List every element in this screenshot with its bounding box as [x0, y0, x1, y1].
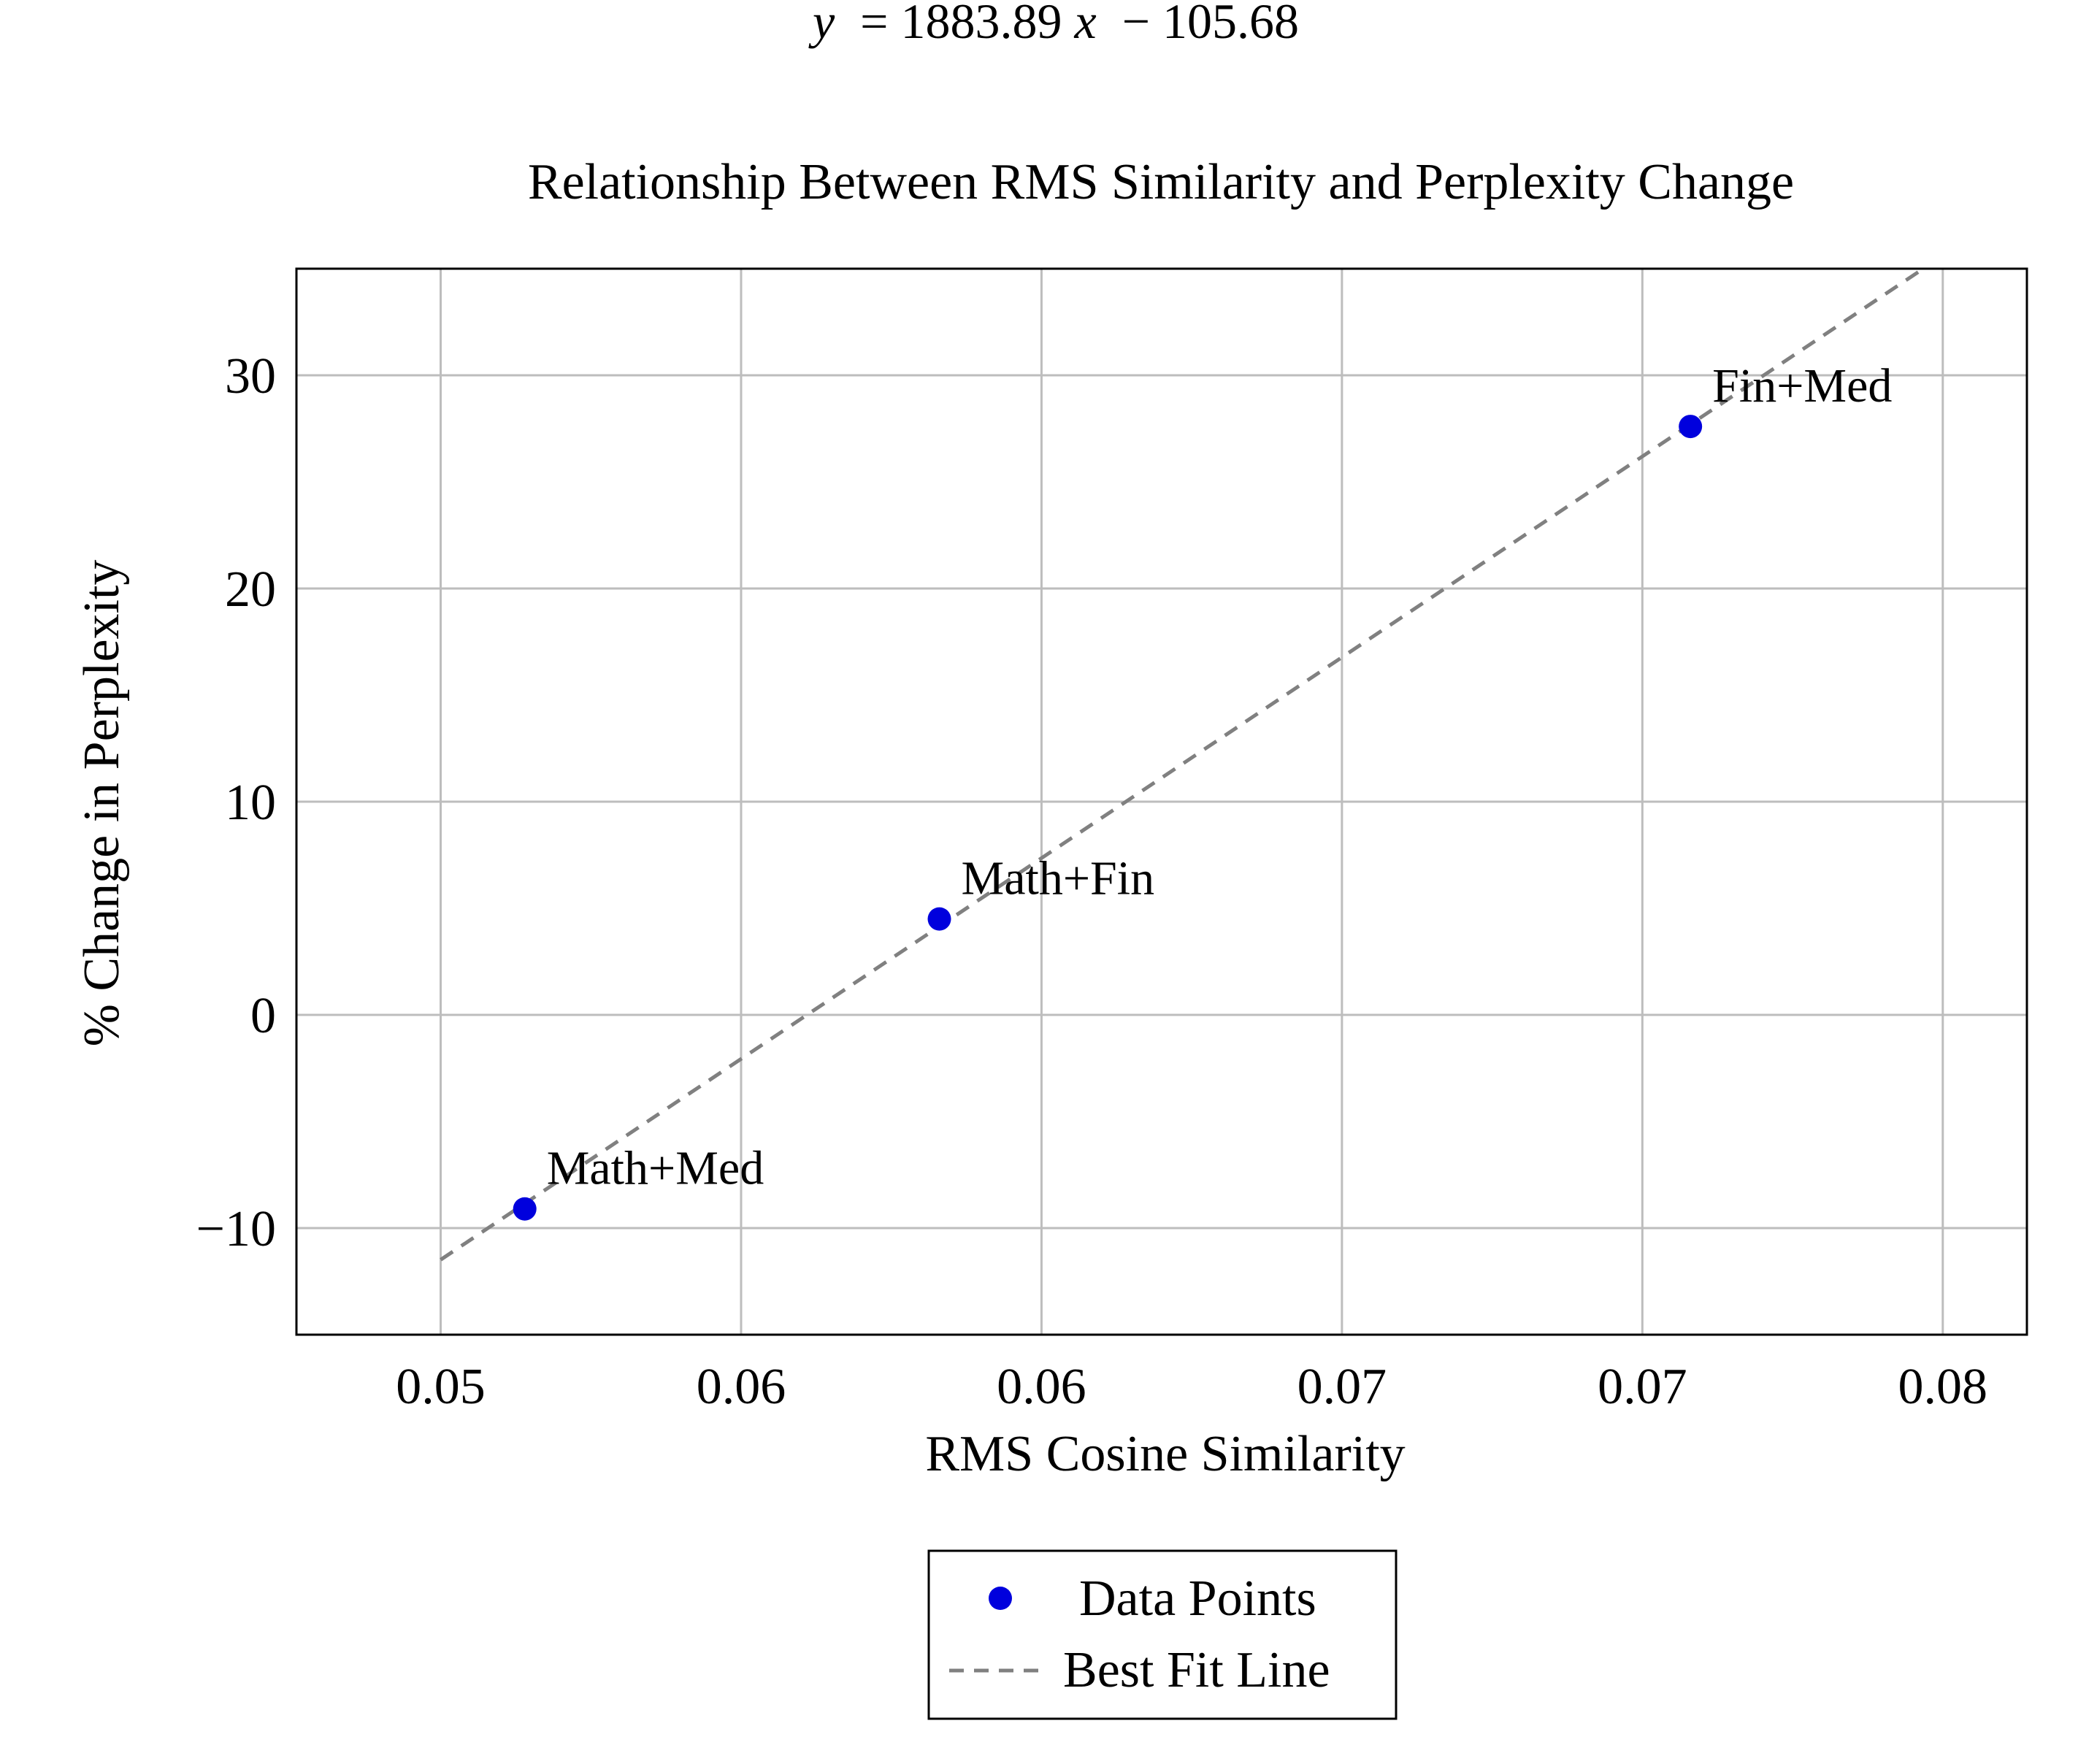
- data-point-label: Math+Med: [547, 1142, 764, 1195]
- data-points-group: Math+Med Math+Fin Fin+Med: [513, 359, 1892, 1221]
- grid: [296, 269, 2027, 1335]
- data-point: [1679, 415, 1703, 439]
- x-tick-label: 0.07: [1598, 1359, 1687, 1415]
- y-tick-label: 20: [225, 561, 276, 618]
- x-tick-label: 0.07: [1297, 1359, 1387, 1415]
- legend: Data Points Best Fit Line: [927, 1549, 1398, 1720]
- best-fit-line: [440, 266, 1925, 1262]
- x-tick-label: 0.08: [1898, 1359, 1988, 1415]
- plot-area-frame: [295, 267, 2028, 1336]
- y-tick-label: 30: [225, 348, 276, 404]
- x-axis-label: RMS Cosine Similarity: [925, 1426, 1405, 1482]
- data-point-label: Fin+Med: [1712, 359, 1892, 413]
- data-point-label: Math+Fin: [962, 852, 1155, 905]
- best-fit-line-group: [440, 266, 1925, 1262]
- tick-labels: 0.05 0.06 0.06 0.07 0.07 0.08 −10 0 10 20 30: [196, 348, 1988, 1415]
- data-point: [927, 907, 951, 931]
- x-tick-label: 0.05: [396, 1359, 486, 1415]
- legend-label-data-points: Data Points: [1079, 1571, 1316, 1627]
- legend-marker-data-points: [989, 1587, 1012, 1610]
- data-point: [513, 1197, 537, 1221]
- x-tick-label: 0.06: [997, 1359, 1086, 1415]
- x-tick-label: 0.06: [697, 1359, 786, 1415]
- legend-label-best-fit-line: Best Fit Line: [1063, 1642, 1330, 1698]
- fit-equation: y = 1883.89 x − 105.68: [808, 0, 1299, 49]
- legend-box: [927, 1549, 1398, 1720]
- chart-title: Relationship Between RMS Similarity and …: [528, 154, 1794, 210]
- y-tick-label: 10: [225, 775, 276, 831]
- y-tick-label: −10: [196, 1201, 276, 1257]
- y-axis-label: % Change in Perplexity: [74, 560, 130, 1047]
- y-tick-label: 0: [250, 988, 276, 1044]
